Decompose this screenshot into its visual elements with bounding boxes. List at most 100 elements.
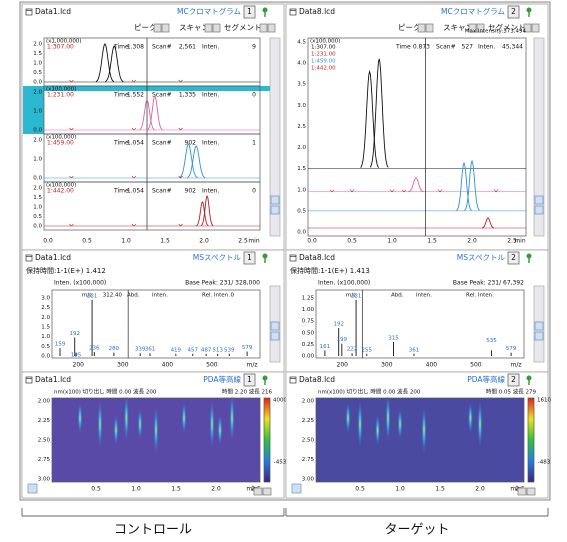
arrow-button[interactable] xyxy=(517,487,527,496)
y-tick-label: 1.25 xyxy=(302,296,315,302)
x-tick-label: 0.0 xyxy=(43,238,53,245)
arrow-button[interactable] xyxy=(476,23,485,33)
x-tick-label: 500 xyxy=(470,362,482,369)
contour-band xyxy=(153,406,159,454)
panel-number-box[interactable] xyxy=(243,373,256,387)
pda-info: 時間 2.20 波長 216 xyxy=(222,388,272,396)
toolbar-button[interactable]: スキャン xyxy=(443,23,473,32)
y-tick-label: 4.0 xyxy=(297,61,306,67)
panel-number[interactable]: 2 xyxy=(511,375,516,384)
zoom-button[interactable] xyxy=(270,331,280,341)
window-icon xyxy=(289,376,297,384)
panel-number[interactable]: 1 xyxy=(247,7,252,16)
channel-label: 1:307.00 xyxy=(311,45,336,51)
contour-band xyxy=(137,408,143,440)
contour-band xyxy=(181,402,187,434)
panel-number[interactable]: 2 xyxy=(511,253,516,262)
arrow-button[interactable] xyxy=(262,487,272,496)
scan-value: 902 xyxy=(185,140,197,147)
arrow-button[interactable] xyxy=(425,23,434,33)
toolbar-button[interactable]: セグメント xyxy=(488,22,526,32)
zoom-button[interactable] xyxy=(270,205,280,215)
peak-label: 161 xyxy=(320,344,331,350)
zoom-button[interactable] xyxy=(270,195,280,205)
arrow-button[interactable] xyxy=(204,23,213,33)
panel-number-box[interactable] xyxy=(507,5,520,19)
arrow-button[interactable] xyxy=(153,23,162,33)
contour-band xyxy=(209,400,215,448)
base-peak: Base Peak: 231/ 328,000 xyxy=(185,280,260,287)
arrow-button[interactable] xyxy=(526,487,536,496)
arrow-button[interactable] xyxy=(161,23,170,33)
peak-marker xyxy=(178,127,183,131)
color-bar-label: -483 xyxy=(538,460,551,466)
arrow-button[interactable] xyxy=(417,23,426,33)
arrow-button[interactable] xyxy=(523,23,532,33)
arrow-button[interactable] xyxy=(212,23,221,33)
scan-value: 527 xyxy=(462,44,474,51)
window-icon xyxy=(25,254,33,262)
time-value: 0.873 xyxy=(413,44,430,51)
panel-number-box[interactable] xyxy=(507,373,520,387)
spectrum-panel xyxy=(285,249,549,373)
pda-info: nm(x100) 切り出し 時間 0.00 波長 200 xyxy=(318,388,421,396)
toolbar-button[interactable]: ピーク xyxy=(398,23,421,32)
y-tick-label: 1.0 xyxy=(33,61,42,67)
time-value: 1.308 xyxy=(127,44,144,51)
y-tick-label: 2.75 xyxy=(38,457,51,463)
zoom-button[interactable] xyxy=(534,331,544,341)
zoom-button[interactable] xyxy=(270,321,280,331)
panel-title: PDA等高線 xyxy=(203,374,241,384)
scale-label: (x100,000) xyxy=(46,135,76,141)
column-header: Inten. xyxy=(202,140,219,147)
peak-label: 339 xyxy=(135,347,146,353)
peak-label: 539 xyxy=(224,347,235,353)
trace xyxy=(408,177,424,193)
panel-title: PDA等高線 xyxy=(467,374,505,384)
scrollbar[interactable] xyxy=(269,37,281,237)
zoom-button[interactable] xyxy=(534,195,544,205)
arrow-button[interactable] xyxy=(253,487,263,496)
toolbar-button[interactable]: スキャン xyxy=(179,23,209,32)
column-header: m/z xyxy=(346,293,356,299)
panel-number-box[interactable] xyxy=(243,5,256,19)
trace xyxy=(200,195,214,227)
peak-label: 192 xyxy=(333,322,344,328)
arrow-button[interactable] xyxy=(267,23,276,33)
zoom-button[interactable] xyxy=(534,205,544,215)
column-header: Inten. xyxy=(416,293,432,299)
panel-number[interactable]: 2 xyxy=(511,7,516,16)
peak-label: 419 xyxy=(171,347,182,353)
file-name: Data8.lcd xyxy=(299,7,335,16)
pda-info: 時間 0.05 波長 279 xyxy=(486,388,536,396)
panel-number[interactable]: 1 xyxy=(247,375,252,384)
y-tick-label: 0.0 xyxy=(33,224,42,230)
x-tick-label: 200 xyxy=(337,362,349,369)
peak-label: 535 xyxy=(486,338,497,344)
y-tick-label: 4.5 xyxy=(297,40,306,46)
column-header: Time xyxy=(113,140,129,147)
nav-button[interactable] xyxy=(27,483,38,494)
arrow-button[interactable] xyxy=(259,23,268,33)
arrow-button[interactable] xyxy=(468,23,477,33)
panel-number-box[interactable] xyxy=(507,251,520,265)
peak-marker xyxy=(131,175,137,179)
scrollbar[interactable] xyxy=(533,37,545,237)
toolbar-button[interactable]: ピーク xyxy=(134,23,157,32)
color-bar-label: -453 xyxy=(274,460,287,466)
x-tick-label: 2.0 xyxy=(211,486,221,493)
x-tick-label: 2.5 xyxy=(238,238,248,245)
toolbar-button[interactable]: セグメント xyxy=(224,22,262,32)
x-tick-label: 1.5 xyxy=(160,238,170,245)
panel-number-box[interactable] xyxy=(243,251,256,265)
column-value: 312.40 xyxy=(103,293,123,299)
x-tick-label: 0.5 xyxy=(91,486,101,493)
panel-number[interactable]: 1 xyxy=(247,253,252,262)
zoom-button[interactable] xyxy=(534,321,544,331)
y-tick-label: 2.5 xyxy=(297,124,306,130)
channel-label: 1:459.00 xyxy=(47,140,74,147)
arrow-button[interactable] xyxy=(531,23,540,33)
time-value: 1.054 xyxy=(127,140,144,147)
nav-button[interactable] xyxy=(291,483,302,494)
